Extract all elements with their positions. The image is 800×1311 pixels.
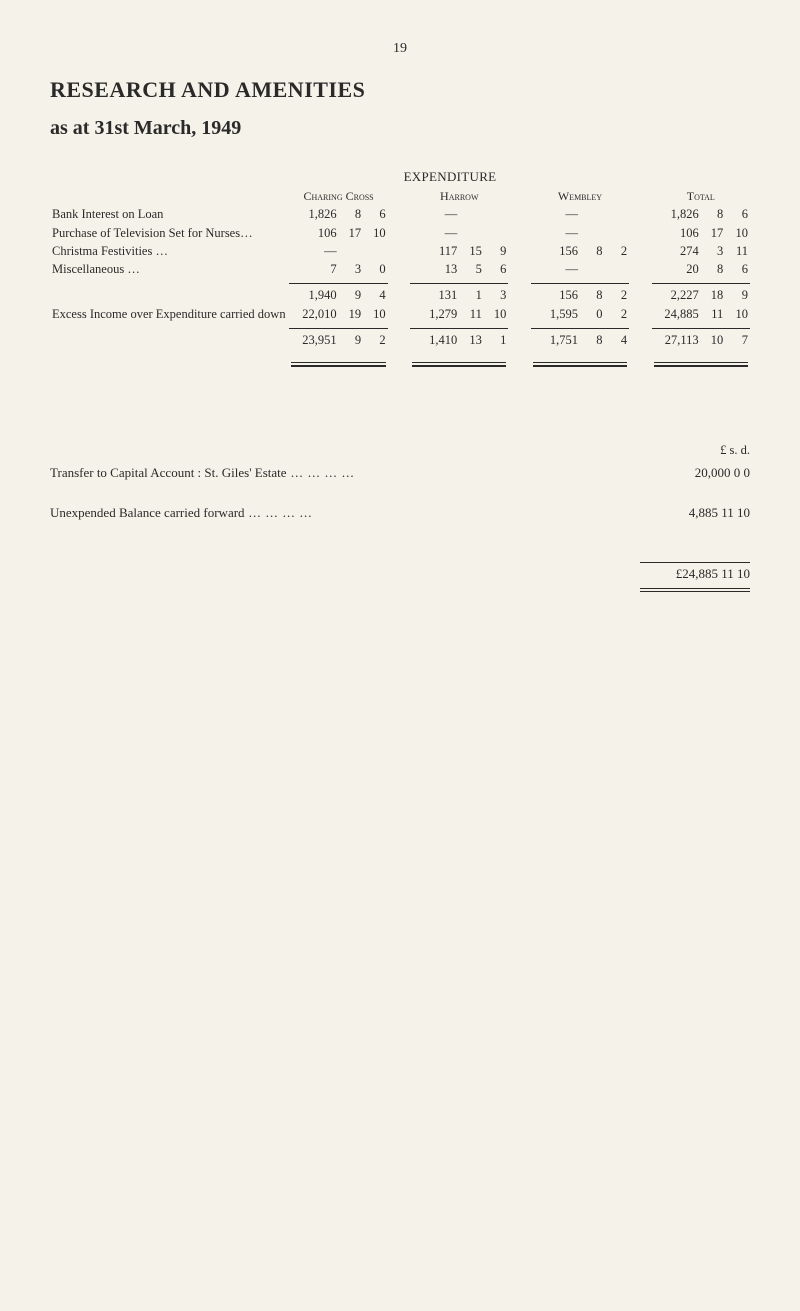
- col-charing: Charing Cross: [289, 188, 387, 206]
- col-wembley: Wembley: [531, 188, 629, 206]
- table-row: Christma Festivities … — 117159 15682 27…: [50, 242, 750, 260]
- page-subtitle: as at 31st March, 1949: [50, 115, 750, 141]
- excess-row: Excess Income over Expenditure carried d…: [50, 305, 750, 323]
- table-row: Purchase of Television Set for Nurses… 1…: [50, 224, 750, 242]
- transfer-amount: 20,000 0 0: [640, 465, 750, 482]
- subtotal-row: 1,94094 13113 15682 2,227189: [50, 286, 750, 304]
- unexpended-amount: 4,885 11 10: [640, 505, 750, 522]
- col-total: Total: [652, 188, 750, 206]
- row-label: Purchase of Television Set for Nurses…: [50, 224, 289, 242]
- page-number: 19: [50, 40, 750, 58]
- column-headers: Charing Cross Harrow Wembley Total: [50, 188, 750, 206]
- lower-row: Transfer to Capital Account : St. Giles'…: [50, 465, 750, 482]
- section-heading: EXPENDITURE: [50, 169, 750, 186]
- excess-label: Excess Income over Expenditure carried d…: [50, 305, 289, 323]
- page-title: RESEARCH AND AMENITIES: [50, 76, 750, 105]
- table-row: Miscellaneous … 730 1356 — 2086: [50, 260, 750, 278]
- row-label: Christma Festivities …: [50, 242, 289, 260]
- table-row: Bank Interest on Loan 1,82686 — — 1,8268…: [50, 205, 750, 223]
- col-harrow: Harrow: [410, 188, 508, 206]
- lower-row: Unexpended Balance carried forward 4,885…: [50, 505, 750, 522]
- grand-total: £24,885 11 10: [640, 562, 750, 585]
- currency-header: £ s. d.: [50, 442, 750, 458]
- unexpended-label: Unexpended Balance carried forward: [50, 505, 640, 522]
- row-label: Miscellaneous …: [50, 260, 289, 278]
- row-label: Bank Interest on Loan: [50, 205, 289, 223]
- lower-block: £ s. d. Transfer to Capital Account : St…: [50, 442, 750, 585]
- total-row: 23,95192 1,410131 1,75184 27,113107: [50, 331, 750, 349]
- transfer-label: Transfer to Capital Account : St. Giles'…: [50, 465, 640, 482]
- expenditure-table: Charing Cross Harrow Wembley Total Bank …: [50, 188, 750, 373]
